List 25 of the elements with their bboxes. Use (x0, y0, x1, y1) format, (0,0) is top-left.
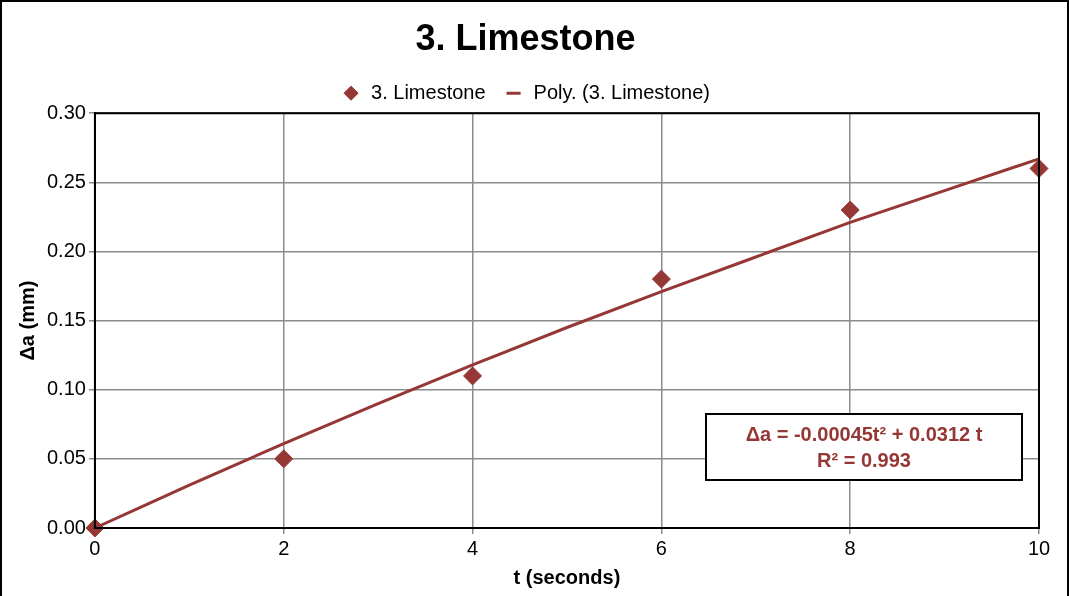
y-tick-label: 0.00 (46, 515, 86, 538)
point (463, 366, 483, 386)
x-tick-label: 6 (655, 536, 667, 559)
x-tick-label: 8 (844, 536, 856, 559)
point (840, 200, 860, 220)
y-axis-title: Δa (mm) (15, 280, 38, 361)
y-tick-label: 0.15 (46, 308, 86, 331)
x-axis-title: t (seconds) (513, 565, 621, 588)
legend-label: Poly. (3. Limestone) (533, 80, 710, 103)
y-tick-label: 0.30 (46, 100, 86, 123)
x-tick-label: 10 (1027, 536, 1051, 559)
annotation: Δa = -0.00045t² + 0.0312 t (744, 422, 984, 447)
legend-label: 3. Limestone (371, 80, 486, 103)
y-tick-label: 0.10 (46, 377, 86, 400)
y-tick-label: 0.25 (46, 169, 86, 192)
x-tick-label: 4 (466, 536, 479, 559)
y-tick-label: 0.05 (46, 446, 86, 469)
x-tick-label: 2 (278, 536, 290, 559)
chart-title: 3. Limestone (415, 16, 636, 58)
equation-box: Δa = -0.00045t² + 0.0312 t R² = 0.993 (705, 413, 1023, 481)
x-tick-label: 0 (89, 536, 101, 559)
point (651, 269, 671, 289)
annotation: R² = 0.993 (816, 448, 912, 473)
y-tick-label: 0.20 (46, 238, 86, 261)
point (274, 449, 294, 469)
